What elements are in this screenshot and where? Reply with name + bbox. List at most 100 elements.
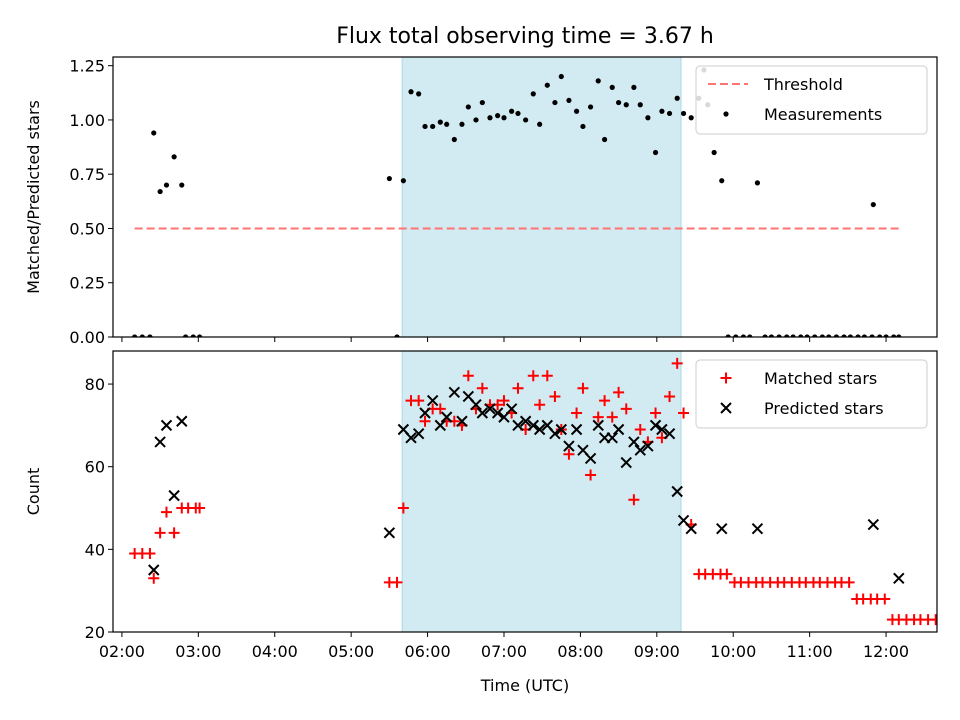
predicted-star-point bbox=[154, 436, 166, 448]
matched-star-point bbox=[527, 370, 539, 382]
matched-star-point bbox=[650, 407, 662, 419]
measurement-point bbox=[776, 334, 782, 337]
measurement-point bbox=[725, 334, 731, 337]
y-axis-label: Count bbox=[24, 468, 43, 516]
predicted-star-point bbox=[685, 522, 697, 535]
matched-star-point bbox=[620, 403, 632, 415]
predicted-star-point bbox=[656, 423, 668, 436]
measurement-point bbox=[444, 121, 450, 127]
legend: Threshold Measurements bbox=[695, 65, 928, 135]
matched-star-point bbox=[397, 502, 409, 514]
matched-star-point bbox=[599, 395, 611, 407]
predicted-star-point bbox=[555, 423, 568, 436]
legend: Matched stars Predicted stars bbox=[695, 359, 928, 429]
axes-frame bbox=[112, 350, 938, 633]
measurement-point bbox=[473, 117, 479, 123]
measurement-point bbox=[451, 136, 457, 143]
measurement-point bbox=[804, 334, 810, 337]
measurement-point bbox=[408, 89, 414, 95]
measurement-point bbox=[652, 149, 659, 156]
matched-star-point bbox=[606, 411, 618, 423]
predicted-star-point bbox=[642, 440, 654, 452]
measurement-point bbox=[566, 97, 572, 104]
matched-star-point bbox=[413, 395, 425, 407]
predicted-star-point bbox=[168, 489, 180, 502]
legend-box bbox=[695, 65, 928, 135]
predicted-star-point bbox=[148, 564, 160, 576]
matched-star-point bbox=[678, 407, 690, 419]
x-tick-label: 03:00 bbox=[175, 642, 221, 661]
x-tick-label: 10:00 bbox=[710, 642, 756, 661]
measurement-point bbox=[394, 334, 400, 337]
matched-star-point bbox=[144, 547, 156, 559]
matched-star-point bbox=[664, 390, 676, 402]
measurement-point bbox=[601, 136, 608, 143]
measurement-point bbox=[422, 123, 428, 130]
predicted-star-point bbox=[505, 403, 518, 415]
measurement-point bbox=[747, 334, 753, 337]
flux-ratio-panel: 0.00 0.25 0.50 0.75 1.00 1.25 Matched/Predicte… bbox=[24, 56, 938, 347]
measurement-point bbox=[688, 115, 694, 121]
predicted-star-point bbox=[620, 456, 632, 469]
y-tick-label: 60 bbox=[85, 458, 105, 477]
predicted-star-point bbox=[592, 419, 604, 432]
predicted-star-point bbox=[160, 419, 173, 432]
measurement-point bbox=[573, 108, 580, 114]
y-tick-label: 20 bbox=[85, 623, 105, 642]
measurement-point bbox=[595, 78, 601, 84]
measurement-point bbox=[515, 110, 521, 117]
legend-box bbox=[695, 359, 928, 429]
predicted-star-point bbox=[491, 407, 504, 419]
x-tick-label: 07:00 bbox=[481, 642, 527, 661]
matched-star-point bbox=[944, 614, 955, 625]
x-axis-label: Time (UTC) bbox=[480, 676, 569, 695]
predicted-star-point bbox=[663, 427, 676, 440]
predicted-star-point bbox=[893, 572, 905, 584]
measurement-point bbox=[537, 121, 543, 127]
matched-star-point bbox=[476, 382, 488, 394]
measurement-point bbox=[855, 334, 861, 337]
measurement-point bbox=[762, 334, 768, 337]
measurement-point bbox=[558, 73, 564, 80]
measurement-point bbox=[674, 95, 680, 101]
y-tick-label: 40 bbox=[85, 540, 105, 559]
predicted-star-point bbox=[612, 423, 625, 436]
predicted-star-point bbox=[634, 444, 646, 456]
measurement-point bbox=[659, 108, 665, 114]
measurement-point bbox=[552, 99, 558, 106]
predicted-star-point bbox=[549, 427, 561, 440]
measurement-point bbox=[798, 334, 804, 337]
measurement-point bbox=[833, 334, 839, 337]
legend-predicted-swatch bbox=[720, 402, 732, 414]
measurement-point bbox=[400, 178, 406, 184]
predicted-star-point bbox=[476, 407, 489, 419]
predicted-star-point bbox=[426, 394, 439, 407]
predicted-star-point bbox=[751, 522, 764, 535]
measurement-point bbox=[163, 182, 170, 188]
measurement-point bbox=[870, 201, 876, 208]
predicted-star-point bbox=[405, 432, 417, 444]
y-axis-label: Matched/Predicted stars bbox=[24, 100, 43, 294]
observing-interval-band bbox=[401, 57, 682, 337]
measurement-point bbox=[190, 334, 196, 337]
measurement-point bbox=[179, 182, 185, 188]
predicted-star-point bbox=[412, 427, 425, 440]
matched-star-point bbox=[462, 370, 474, 382]
legend-measurement-swatch bbox=[723, 111, 729, 117]
measurement-point bbox=[157, 188, 163, 195]
measurement-point bbox=[523, 117, 529, 123]
predicted-star-point bbox=[519, 415, 532, 427]
predicted-star-point bbox=[606, 432, 618, 444]
matched-star-point bbox=[936, 618, 937, 621]
star-count-panel: 20 40 60 80 02:00 03:00 04:00 05:00 06:00 07:00 08… bbox=[24, 350, 960, 695]
x-tick-label: 08:00 bbox=[557, 642, 603, 661]
matched-star-point bbox=[930, 614, 937, 626]
predicted-star-point bbox=[649, 419, 662, 432]
measurement-point bbox=[386, 175, 392, 182]
measurement-point bbox=[501, 115, 507, 121]
plot-area bbox=[129, 351, 960, 632]
predicted-star-point bbox=[527, 419, 539, 432]
legend-label: Predicted stars bbox=[764, 399, 884, 418]
measurement-point bbox=[459, 121, 465, 127]
matched-star-point bbox=[951, 614, 960, 625]
